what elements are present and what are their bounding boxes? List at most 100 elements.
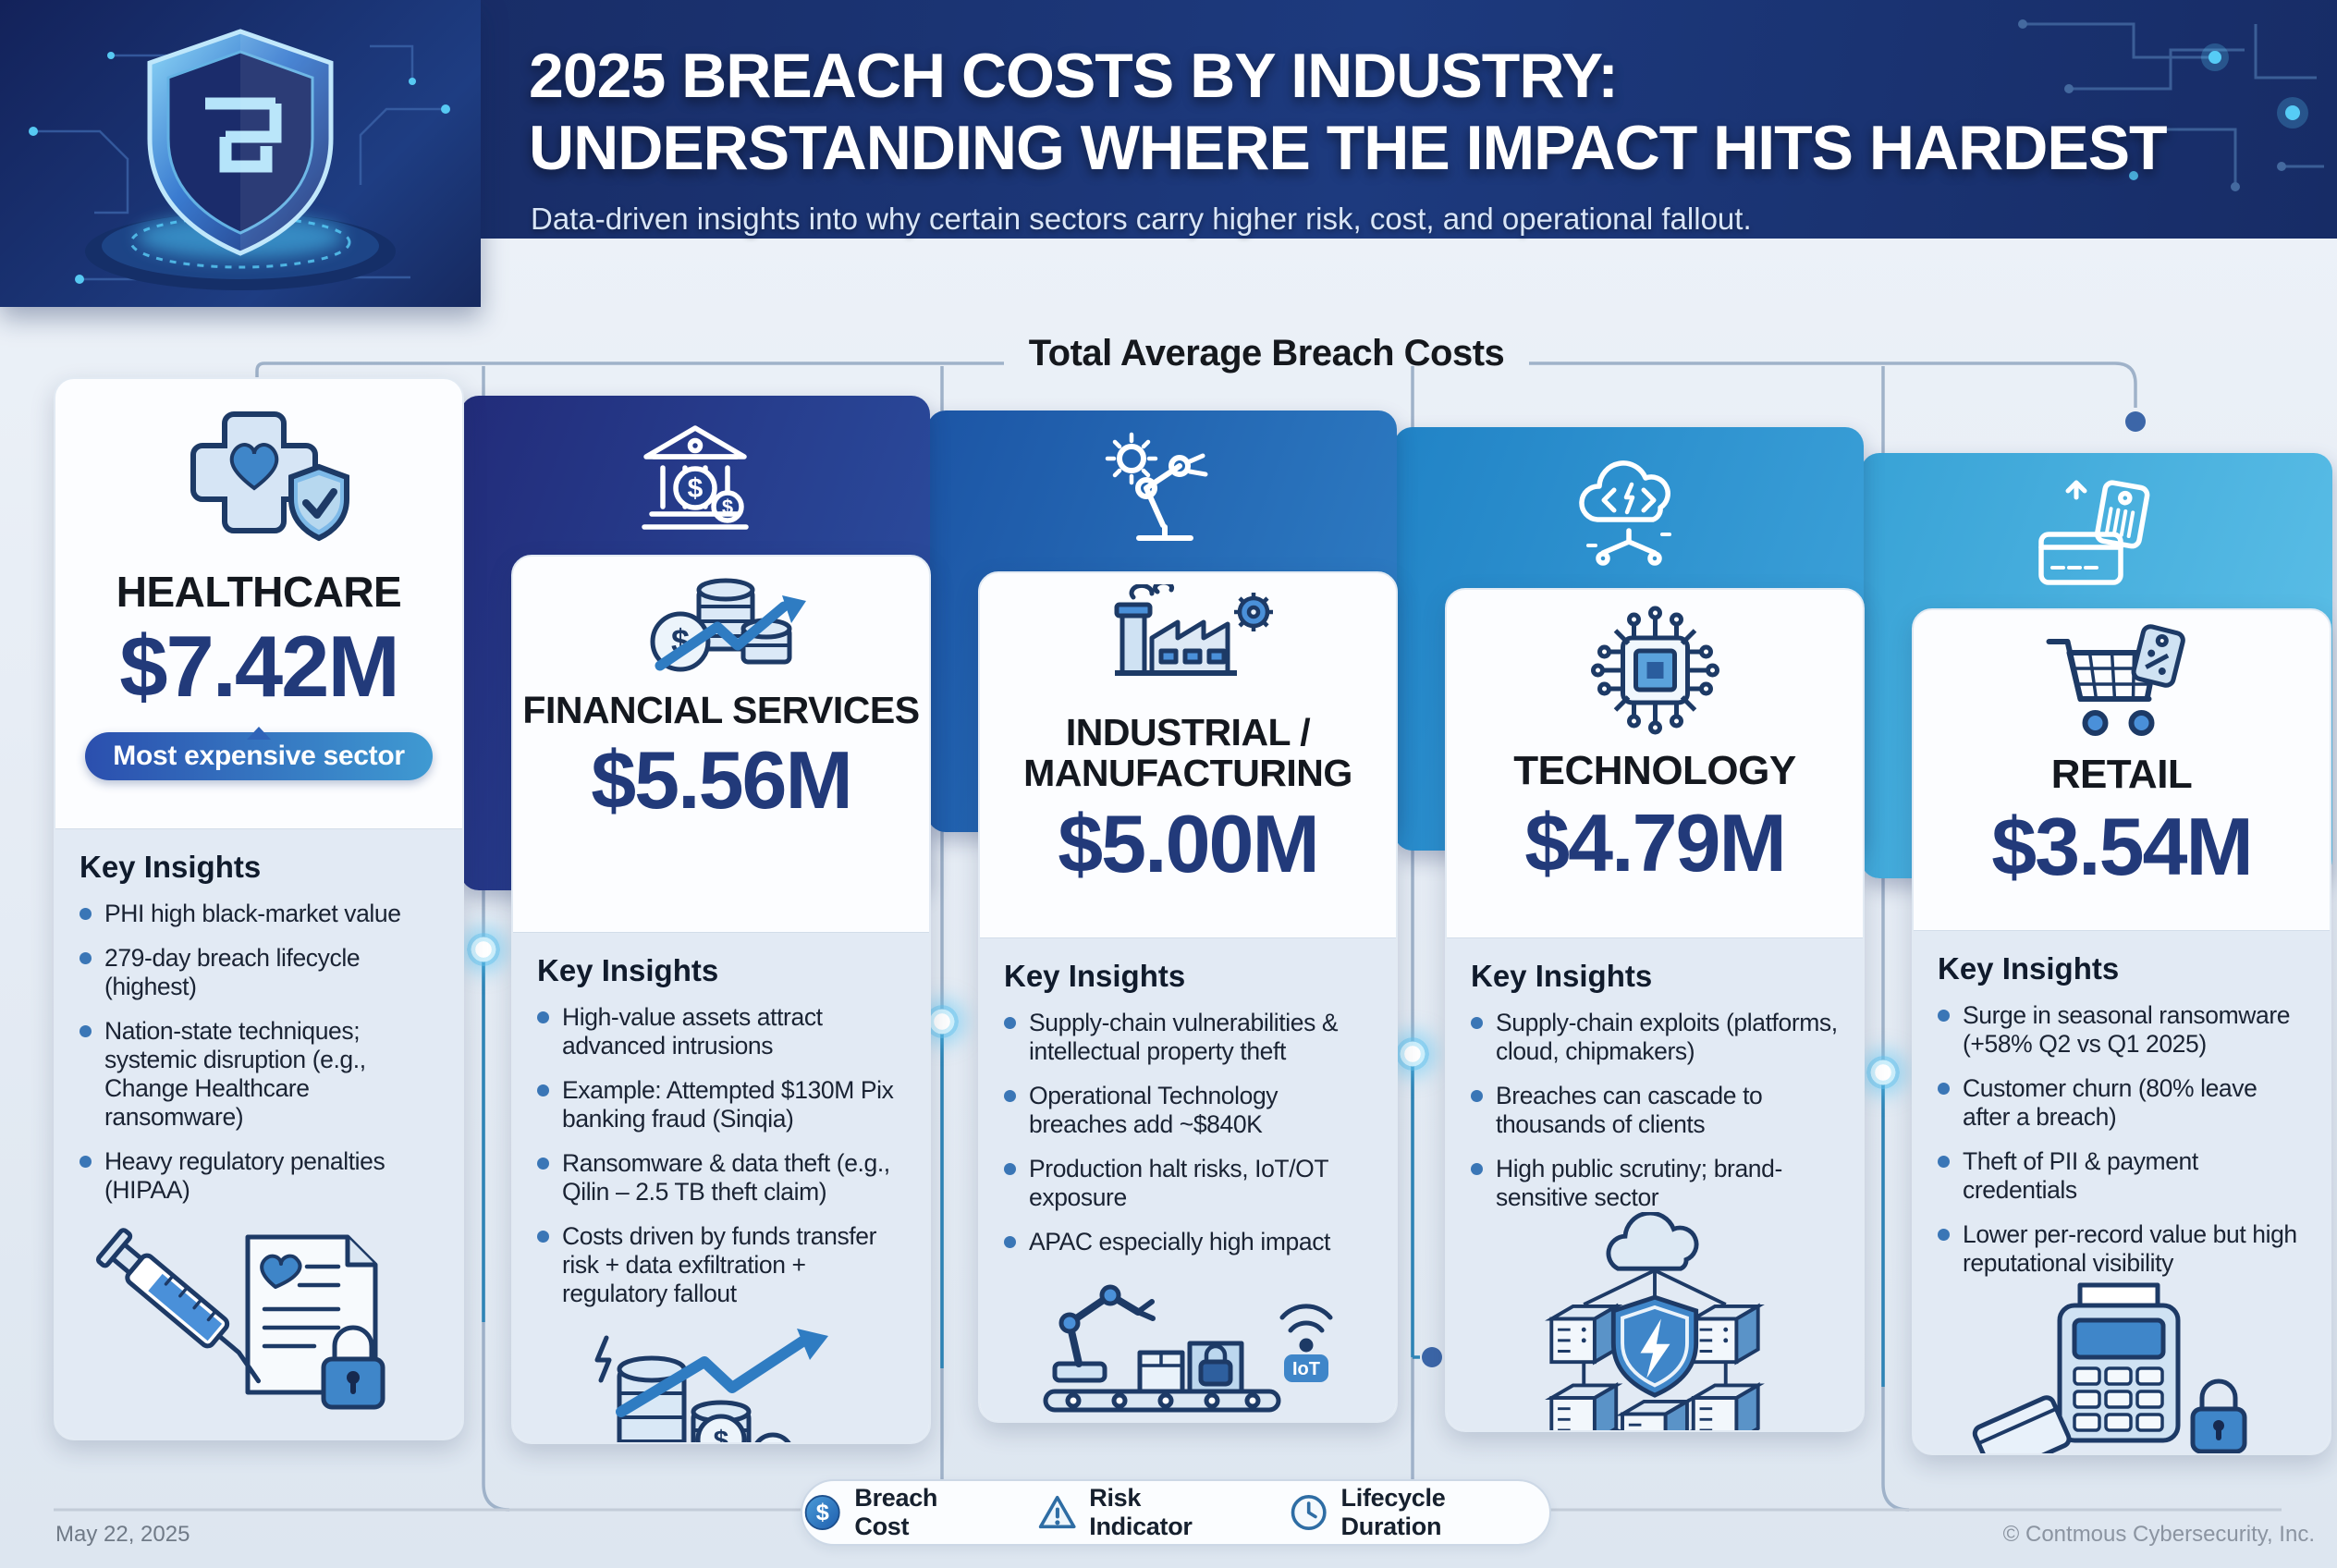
insight-item: Nation-state techniques; systemic disrup… xyxy=(80,1017,438,1132)
insight-item: Lower per-record value but high reputati… xyxy=(1938,1220,2306,1278)
sector-summary: TECHNOLOGY $4.79M xyxy=(1447,590,1863,937)
insight-text: Theft of PII & payment credentials xyxy=(1963,1147,2198,1204)
insights-list: PHI high black-market value 279-day brea… xyxy=(80,900,438,1205)
coin-stacks-growth-arrow-icon: $ xyxy=(650,578,806,672)
key-insights-title: Key Insights xyxy=(1004,959,1186,993)
insight-item: Ransomware & data theft (e.g., Qilin – 2… xyxy=(537,1149,905,1207)
legend-label: Risk Indicator xyxy=(1089,1484,1193,1540)
server-network-shield-cloud-icon xyxy=(1545,1212,1765,1430)
page-subtitle: Data-driven insights into why certain se… xyxy=(531,202,1752,236)
bullet-dot-icon xyxy=(537,1011,549,1023)
insight-item: High public scrutiny; brand-sensitive se… xyxy=(1471,1155,1839,1212)
insight-item: APAC especially high impact xyxy=(1004,1228,1372,1256)
insight-text: 279-day breach lifecycle (highest) xyxy=(104,944,361,1000)
legend-label: Breach Cost xyxy=(854,1484,938,1540)
insight-text: Ransomware & data theft (e.g., Qilin – 2… xyxy=(562,1149,890,1206)
key-insights-section: Key Insights Supply-chain vulnerabilitie… xyxy=(980,937,1396,1421)
sector-cost: $4.79M xyxy=(1524,796,1787,888)
insight-text: Heavy regulatory penalties (HIPAA) xyxy=(104,1147,385,1204)
most-expensive-badge: Most expensive sector xyxy=(85,731,433,780)
svg-text:$: $ xyxy=(816,1500,829,1525)
sector-title: TECHNOLOGY xyxy=(1513,748,1796,793)
insight-text: High-value assets attract advanced intru… xyxy=(562,1003,823,1060)
bullet-dot-icon xyxy=(1938,1083,1950,1095)
sector-cost: $7.42M xyxy=(119,617,400,715)
key-insights-section: Key Insights High-value assets attract a… xyxy=(513,932,929,1444)
insight-text: Surge in seasonal ransomware (+58% Q2 vs… xyxy=(1963,1001,2291,1058)
sector-title: FINANCIAL SERVICES xyxy=(522,689,920,731)
insights-list: High-value assets attract advanced intru… xyxy=(537,1003,905,1308)
insight-text: Supply-chain vulnerabilities & intellect… xyxy=(1029,1009,1339,1065)
coins-rising-arrow-icon: $ $ xyxy=(594,1329,828,1444)
bullet-dot-icon xyxy=(537,1084,549,1096)
legend-label: Lifecycle Duration xyxy=(1340,1484,1446,1540)
insight-item: Breaches can cascade to thousands of cli… xyxy=(1471,1082,1839,1139)
factory-gear-icon xyxy=(1114,584,1273,676)
insight-text: Supply-chain exploits (platforms, cloud,… xyxy=(1496,1009,1838,1065)
shield-logo-icon xyxy=(29,29,450,290)
dollar-circle-icon: $ xyxy=(804,1495,840,1530)
key-insights-title: Key Insights xyxy=(537,953,719,987)
insight-text: Costs driven by funds transfer risk + da… xyxy=(562,1222,877,1307)
insight-item: Surge in seasonal ransomware (+58% Q2 vs… xyxy=(1938,1001,2306,1059)
key-insights-section: Key Insights Supply-chain exploits (plat… xyxy=(1447,937,1863,1430)
insights-list: Supply-chain exploits (platforms, cloud,… xyxy=(1471,1009,1839,1212)
insight-item: Customer churn (80% leave after a breach… xyxy=(1938,1074,2306,1132)
sector-summary: HEALTHCARE $7.42M Most expensive sector xyxy=(55,379,462,828)
insight-item: Production halt risks, IoT/OT exposure xyxy=(1004,1155,1372,1212)
legend-item-risk-indicator: Risk Indicator xyxy=(1037,1484,1248,1541)
svg-text:$: $ xyxy=(688,473,704,504)
insight-text: Operational Technology breaches add ~$84… xyxy=(1029,1082,1279,1138)
sector-title: INDUSTRIAL / MANUFACTURING xyxy=(1023,711,1352,795)
insight-item: PHI high black-market value xyxy=(80,900,438,928)
sector-summary: $ FINANCIAL SERVICES $5.56M xyxy=(513,557,929,932)
glow-node-icon xyxy=(467,933,500,966)
microchip-circuit-icon xyxy=(1590,606,1719,735)
sector-summary: RETAIL $3.54M xyxy=(1914,610,2330,930)
bullet-dot-icon xyxy=(80,908,92,920)
svg-text:$: $ xyxy=(766,1442,779,1444)
section-title: Total Average Breach Costs xyxy=(1028,333,1505,374)
medical-cross-heart-shield-icon xyxy=(190,411,349,542)
footer-copyright: © Contmous Cybersecurity, Inc. xyxy=(2002,1522,2315,1547)
page-title-line1: 2025 BREACH COSTS BY INDUSTRY: xyxy=(529,41,1619,111)
legend: $ Breach Cost Risk Indicator Lifecycle D… xyxy=(801,1479,1551,1546)
legend-item-breach-cost: $ Breach Cost xyxy=(802,1484,997,1541)
warning-triangle-icon xyxy=(1038,1495,1076,1529)
glow-node-icon xyxy=(1396,1037,1429,1071)
legend-item-lifecycle-duration: Lifecycle Duration xyxy=(1289,1484,1549,1541)
key-insights-section: Key Insights Surge in seasonal ransomwar… xyxy=(1914,930,2330,1453)
sector-card-technology: TECHNOLOGY $4.79M Key Insights Supply-ch… xyxy=(1445,588,1865,1432)
insight-item: High-value assets attract advanced intru… xyxy=(537,1003,905,1060)
bullet-dot-icon xyxy=(80,1156,92,1168)
glow-node-icon xyxy=(1866,1056,1900,1089)
insight-text: High public scrutiny; brand-sensitive se… xyxy=(1496,1155,1782,1211)
insight-item: Example: Attempted $130M Pix banking fra… xyxy=(537,1076,905,1133)
footer-date: May 22, 2025 xyxy=(55,1522,190,1547)
bullet-dot-icon xyxy=(537,1158,549,1170)
sector-summary: INDUSTRIAL / MANUFACTURING $5.00M xyxy=(980,573,1396,937)
bullet-dot-icon xyxy=(1004,1236,1016,1248)
robotic-arm-icon xyxy=(1105,432,1208,541)
key-insights-title: Key Insights xyxy=(1471,959,1653,993)
glow-node-icon xyxy=(925,1005,959,1038)
insights-list: Surge in seasonal ransomware (+58% Q2 vs… xyxy=(1938,1001,2306,1278)
sector-cost: $5.00M xyxy=(1058,797,1320,889)
bullet-dot-icon xyxy=(1471,1090,1483,1102)
bullet-dot-icon xyxy=(80,952,92,964)
sector-title: HEALTHCARE xyxy=(116,568,402,616)
sector-title: RETAIL xyxy=(2050,752,2193,797)
insight-item: Theft of PII & payment credentials xyxy=(1938,1147,2306,1205)
sector-card-healthcare: HEALTHCARE $7.42M Most expensive sector … xyxy=(54,377,464,1440)
cloud-code-icon xyxy=(1579,460,1671,566)
insight-text: Example: Attempted $130M Pix banking fra… xyxy=(562,1076,894,1133)
logo xyxy=(0,0,481,307)
insight-text: Nation-state techniques; systemic disrup… xyxy=(104,1017,366,1131)
sector-cost: $5.56M xyxy=(591,734,853,827)
insight-item: 279-day breach lifecycle (highest) xyxy=(80,944,438,1001)
bullet-dot-icon xyxy=(1938,1010,1950,1022)
bullet-dot-icon xyxy=(537,1231,549,1243)
credit-card-tag-icon xyxy=(2038,480,2150,585)
insight-text: Customer churn (80% leave after a breach… xyxy=(1963,1074,2257,1131)
